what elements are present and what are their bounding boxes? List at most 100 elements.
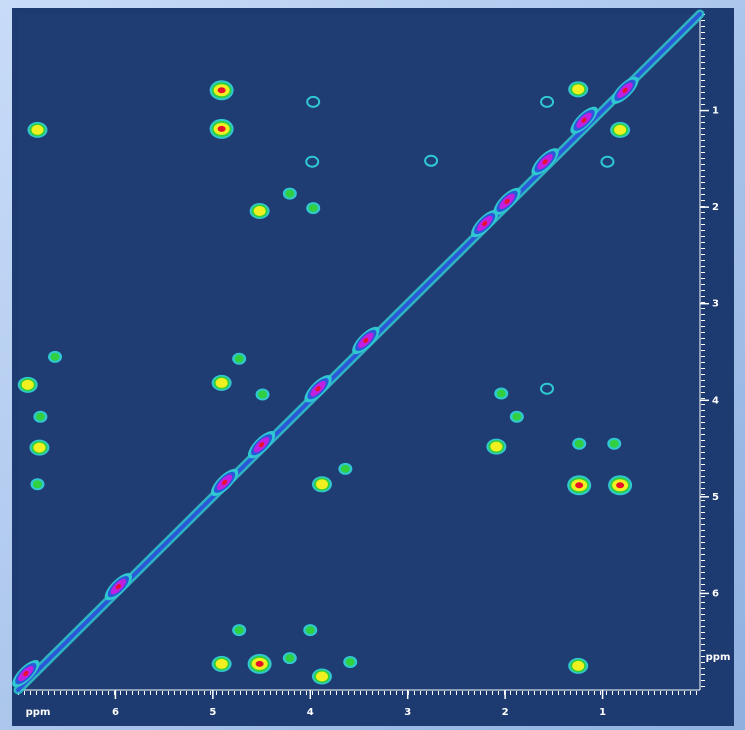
contour-level (581, 117, 587, 123)
contour-level (21, 379, 34, 390)
contour-level (340, 464, 350, 473)
cross-peak (531, 148, 559, 176)
contour-level (115, 584, 121, 590)
cross-peak (48, 350, 63, 363)
contour-level (217, 125, 226, 132)
contour-level (315, 671, 328, 682)
cross-peak (306, 95, 321, 108)
cross-peak (247, 431, 276, 459)
x-tick-label: 3 (404, 707, 411, 718)
contour-level (572, 84, 585, 95)
cross-peak (282, 187, 297, 200)
cross-peak (471, 209, 499, 238)
contour-level (540, 382, 555, 395)
contour-level (259, 442, 265, 448)
cross-peak (210, 468, 239, 497)
contour-level (572, 660, 585, 671)
contour-level (215, 658, 228, 669)
contour-level (285, 189, 295, 198)
cross-peak (607, 437, 622, 450)
contour-level (575, 482, 584, 489)
y-tick-label: 6 (712, 588, 719, 599)
cross-peak (305, 155, 320, 168)
contour-level (217, 87, 226, 94)
contour-level (600, 155, 615, 168)
y-tick-label: 1 (712, 106, 719, 117)
cross-peak (209, 118, 234, 139)
cross-peak (30, 478, 45, 491)
contour-level (285, 654, 295, 663)
cross-peak (311, 668, 332, 685)
contour-level (35, 412, 45, 421)
contour-level (221, 479, 228, 485)
cross-peak (306, 202, 321, 215)
cross-peak (255, 388, 270, 401)
cross-peak (249, 203, 270, 220)
cross-peak (570, 106, 598, 134)
contour-level (345, 657, 355, 666)
contour-level (622, 87, 628, 93)
cross-peak (27, 121, 48, 138)
contour-level (253, 206, 266, 217)
contour-level (31, 124, 44, 135)
contour-level (424, 154, 439, 167)
x-tick-label: 1 (599, 707, 606, 718)
contour-level (504, 198, 510, 204)
cross-peak (567, 475, 592, 496)
cross-peak (600, 155, 615, 168)
cross-peak (486, 438, 507, 455)
contour-level (315, 386, 321, 392)
cross-peak (611, 76, 639, 104)
cross-peak (282, 652, 297, 665)
cross-peak (311, 476, 332, 493)
cross-peak (304, 375, 332, 403)
contour-level (609, 439, 619, 448)
contour-level (215, 377, 228, 388)
contour-level (306, 95, 321, 108)
contour-level (574, 439, 584, 448)
cross-peak (12, 659, 40, 688)
contour-level (33, 442, 46, 453)
contour-level (616, 482, 625, 489)
cross-peak (509, 410, 524, 423)
cross-peak (338, 462, 353, 475)
cross-peak (608, 475, 633, 496)
contour-level (315, 479, 328, 490)
cross-peak (303, 624, 318, 637)
contour-level (258, 390, 268, 399)
x-tick-label: 4 (307, 707, 314, 718)
cross-peak (568, 657, 589, 674)
contour-level (32, 480, 42, 489)
cross-peak (352, 326, 380, 355)
y-axis-title: ppm (706, 652, 731, 663)
y-tick-label: 2 (712, 202, 719, 213)
cross-peak (343, 655, 358, 668)
contour-level (50, 352, 60, 361)
contour-level (23, 671, 29, 677)
cross-peak (232, 624, 247, 637)
contour-level (308, 204, 318, 213)
cross-peak (232, 352, 247, 365)
cross-peak (211, 655, 232, 672)
contour-level (234, 626, 244, 635)
contour-level (540, 95, 555, 108)
contour-level (234, 354, 244, 363)
contour-level (512, 412, 522, 421)
contour-level (614, 124, 627, 135)
cross-peak (572, 437, 587, 450)
cross-peak (17, 376, 38, 393)
x-tick-label: 5 (209, 707, 216, 718)
contour-level (482, 221, 488, 227)
cross-peak (568, 81, 589, 98)
x-tick-label: 6 (112, 707, 119, 718)
contour-level (255, 660, 264, 667)
cross-peak (610, 121, 631, 138)
contour-level (305, 626, 315, 635)
contour-level (490, 441, 503, 452)
cross-peak (211, 374, 232, 391)
x-tick-label: 2 (502, 707, 509, 718)
cross-peak (29, 439, 50, 456)
contour-level (305, 155, 320, 168)
cross-peak (424, 154, 439, 167)
cross-peak (540, 95, 555, 108)
